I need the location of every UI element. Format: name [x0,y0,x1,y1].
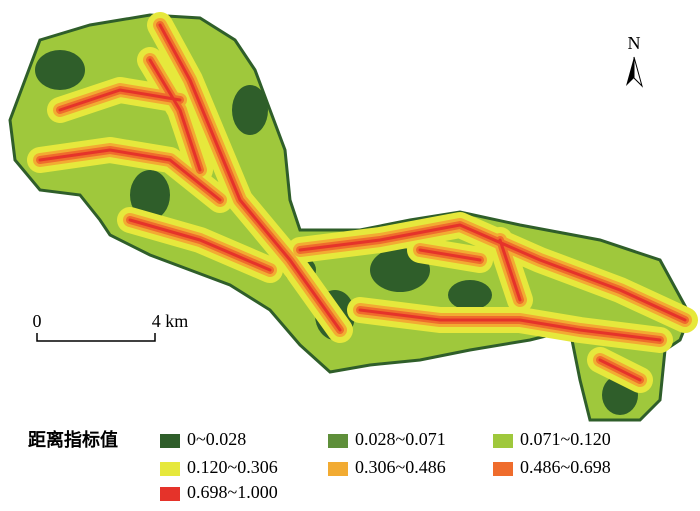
legend-swatch [328,462,348,476]
legend-swatch [160,434,180,448]
north-label: N [628,33,641,53]
legend-label: 0.071~0.120 [520,429,611,449]
scale-line [36,333,156,342]
legend-label: 0.306~0.486 [355,457,446,477]
legend-label: 0.698~1.000 [187,482,278,502]
legend-label: 0.120~0.306 [187,457,278,477]
stream-network [27,12,698,393]
legend-swatch [160,462,180,476]
arrow-left [626,57,634,86]
legend-swatch [493,434,513,448]
arrow-right [633,56,643,88]
legend-label: 0.028~0.071 [355,429,446,449]
legend-swatch [328,434,348,448]
scale-bar: 0 4 km [33,311,189,342]
basin-map [8,12,698,422]
legend-label: 0.486~0.698 [520,457,611,477]
legend-label: 0~0.028 [187,429,246,449]
legend: 距离指标值 0~0.028 0.028~0.071 0.071~0.120 0.120… [28,429,611,502]
legend-title: 距离指标值 [28,429,118,451]
legend-swatch [493,462,513,476]
scale-start: 0 [33,311,42,331]
north-arrow: N [626,33,643,88]
legend-swatch [160,487,180,501]
stream-channel [38,23,687,382]
scale-end: 4 km [152,311,189,331]
